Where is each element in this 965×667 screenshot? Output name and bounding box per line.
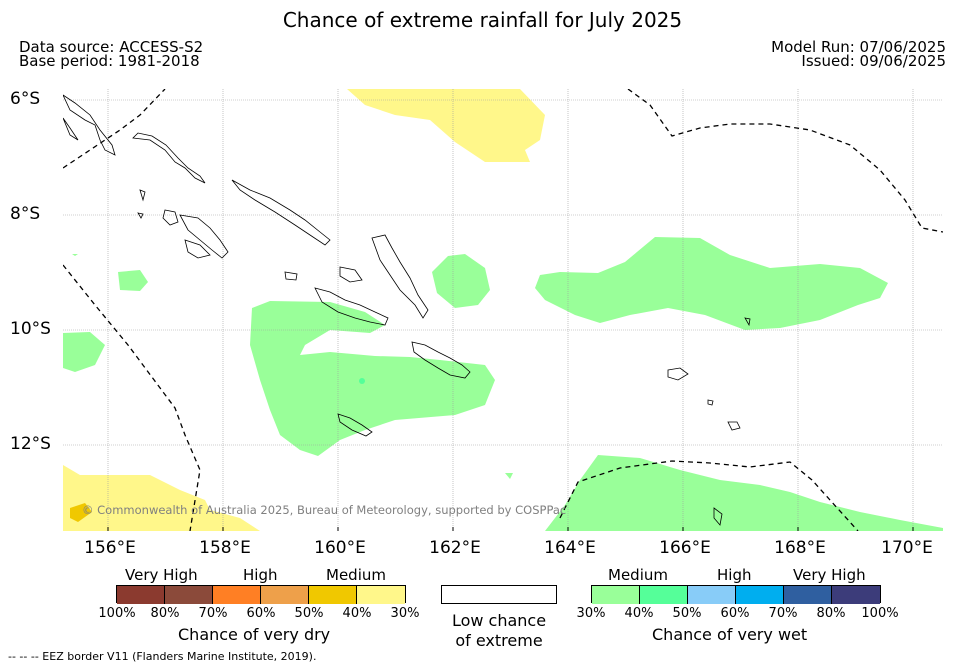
dry-color-bar <box>116 585 406 604</box>
lat-label-10s: 10°S <box>10 319 51 339</box>
dry-tick: 70% <box>198 606 228 621</box>
lat-label-12s: 12°S <box>10 434 51 454</box>
wet-tick: 80% <box>816 606 846 621</box>
wet-tick: 50% <box>672 606 702 621</box>
dry-swatch-6 <box>357 586 405 604</box>
low-chance-line2: of extreme <box>455 631 543 650</box>
wet-region-east <box>535 237 888 330</box>
wet-swatch-6 <box>832 586 880 604</box>
dry-tick: 40% <box>342 606 372 621</box>
wet-caption: Chance of very wet <box>652 625 808 644</box>
low-chance-line1: Low chance <box>451 611 547 630</box>
dry-level-very-high: Very High <box>125 566 198 584</box>
dry-tick: 50% <box>294 606 324 621</box>
lat-label-6s: 6°S <box>10 89 41 109</box>
wet-region-center-small <box>432 254 490 308</box>
lon-label-156e: 156°E <box>84 538 136 558</box>
dry-region-north <box>347 89 545 162</box>
lat-label-8s: 8°S <box>10 204 41 224</box>
dry-caption: Chance of very dry <box>178 625 331 644</box>
data-source-info: Data source: ACCESS-S2 Base period: 1981… <box>19 38 204 70</box>
dry-level-high: High <box>243 566 278 584</box>
dry-swatch-2 <box>165 586 213 604</box>
lon-label-158e: 158°E <box>199 538 251 558</box>
issued-date: Issued: 09/06/2025 <box>801 52 946 70</box>
wet-tick: 60% <box>720 606 750 621</box>
lon-label-162e: 162°E <box>429 538 481 558</box>
lon-label-166e: 166°E <box>659 538 711 558</box>
wet-level-high: High <box>717 566 752 584</box>
wet-region-central <box>250 301 495 456</box>
model-run-info: Model Run: 07/06/2025 Issued: 09/06/2025 <box>771 38 946 70</box>
low-chance-swatch <box>441 585 557 604</box>
lon-label-168e: 168°E <box>774 538 826 558</box>
data-source: Data source: ACCESS-S2 <box>19 38 204 56</box>
dry-swatch-4 <box>261 586 309 604</box>
dry-tick: 80% <box>150 606 180 621</box>
wet-region-west-small <box>118 270 148 291</box>
lon-label-160e: 160°E <box>314 538 366 558</box>
wet-region-southeast <box>545 455 943 531</box>
wet-level-very-high: Very High <box>793 566 866 584</box>
eez-border <box>63 89 943 531</box>
wet-tick: 70% <box>768 606 798 621</box>
dry-tick: 100% <box>98 606 136 621</box>
wet-swatch-4 <box>736 586 784 604</box>
wet-level-medium: Medium <box>608 566 668 584</box>
wet-tick: 100% <box>861 606 899 621</box>
island-outlines <box>63 94 751 526</box>
wet-swatch-2 <box>640 586 688 604</box>
wet-swatch-1 <box>592 586 640 604</box>
copyright-notice: © Commonwealth of Australia 2025, Bureau… <box>82 503 567 517</box>
dry-region-southwest <box>63 465 260 531</box>
dry-level-medium: Medium <box>326 566 386 584</box>
wet-swatch-3 <box>688 586 736 604</box>
wet-color-bar <box>591 585 881 604</box>
dry-tick: 30% <box>390 606 420 621</box>
wet-region-west-edge <box>63 332 105 372</box>
lon-label-170e: 170°E <box>881 538 933 558</box>
dry-region-southwest-high <box>70 503 92 522</box>
wet-tick: 30% <box>576 606 606 621</box>
wet-tick: 40% <box>624 606 654 621</box>
base-period: Base period: 1981-2018 <box>19 52 200 70</box>
low-chance-label: Low chance of extreme <box>441 611 557 651</box>
lon-label-164e: 164°E <box>544 538 596 558</box>
map-title: Chance of extreme rainfall for July 2025 <box>282 8 683 32</box>
model-run: Model Run: 07/06/2025 <box>771 38 946 56</box>
wet-swatch-5 <box>784 586 832 604</box>
dry-swatch-3 <box>213 586 261 604</box>
dry-swatch-5 <box>309 586 357 604</box>
eez-footnote: -- -- -- EEZ border V11 (Flanders Marine… <box>8 650 317 663</box>
dry-swatch-1 <box>117 586 165 604</box>
dry-tick: 60% <box>246 606 276 621</box>
